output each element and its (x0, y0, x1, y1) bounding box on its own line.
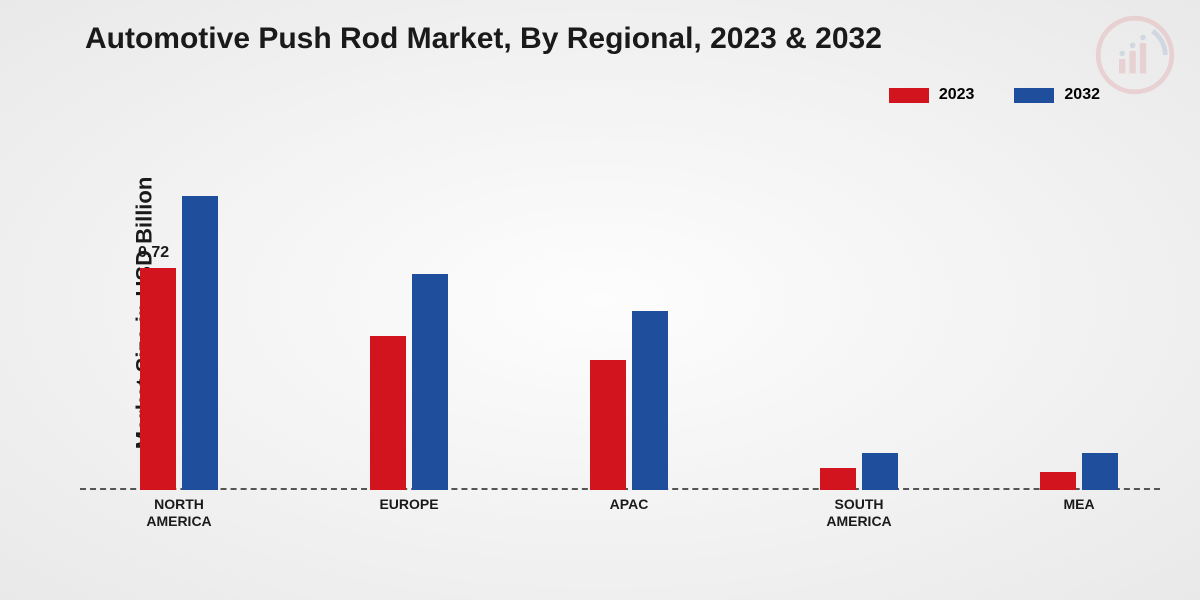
legend-item: 2023 (889, 86, 975, 104)
bar-2032 (182, 196, 218, 490)
bar-data-label: 0.72 (138, 244, 169, 262)
bar-2023 (370, 336, 406, 491)
bar-2032 (862, 453, 898, 490)
x-label: MEA (1063, 496, 1094, 513)
chart-container: Automotive Push Rod Market, By Regional,… (0, 0, 1200, 600)
bar-2023 (140, 268, 176, 491)
bar-2032 (632, 311, 668, 490)
plot-area: 0.72 (80, 150, 1160, 490)
legend-swatch-2023 (889, 88, 929, 103)
bar-group (370, 274, 448, 490)
watermark-logo (1095, 15, 1175, 95)
legend-label: 2032 (1064, 86, 1100, 104)
bar-2023 (590, 360, 626, 490)
bar-2032 (412, 274, 448, 490)
bar-2023 (1040, 472, 1076, 491)
bar-group (590, 311, 668, 490)
x-label: SOUTH AMERICA (826, 496, 891, 530)
legend: 2023 2032 (889, 86, 1100, 104)
bar-group: 0.72 (140, 196, 218, 490)
bar-2032 (1082, 453, 1118, 490)
legend-item: 2032 (1014, 86, 1100, 104)
x-axis-labels: NORTH AMERICA EUROPE APAC SOUTH AMERICA … (80, 496, 1160, 546)
legend-label: 2023 (939, 86, 975, 104)
x-label: EUROPE (379, 496, 438, 513)
x-label: APAC (610, 496, 649, 513)
watermark-icon (1095, 15, 1175, 95)
bar-2023 (820, 468, 856, 490)
bar-group (820, 453, 898, 490)
chart-title: Automotive Push Rod Market, By Regional,… (85, 22, 882, 56)
legend-swatch-2032 (1014, 88, 1054, 103)
bar-group (1040, 453, 1118, 490)
x-label: NORTH AMERICA (146, 496, 211, 530)
